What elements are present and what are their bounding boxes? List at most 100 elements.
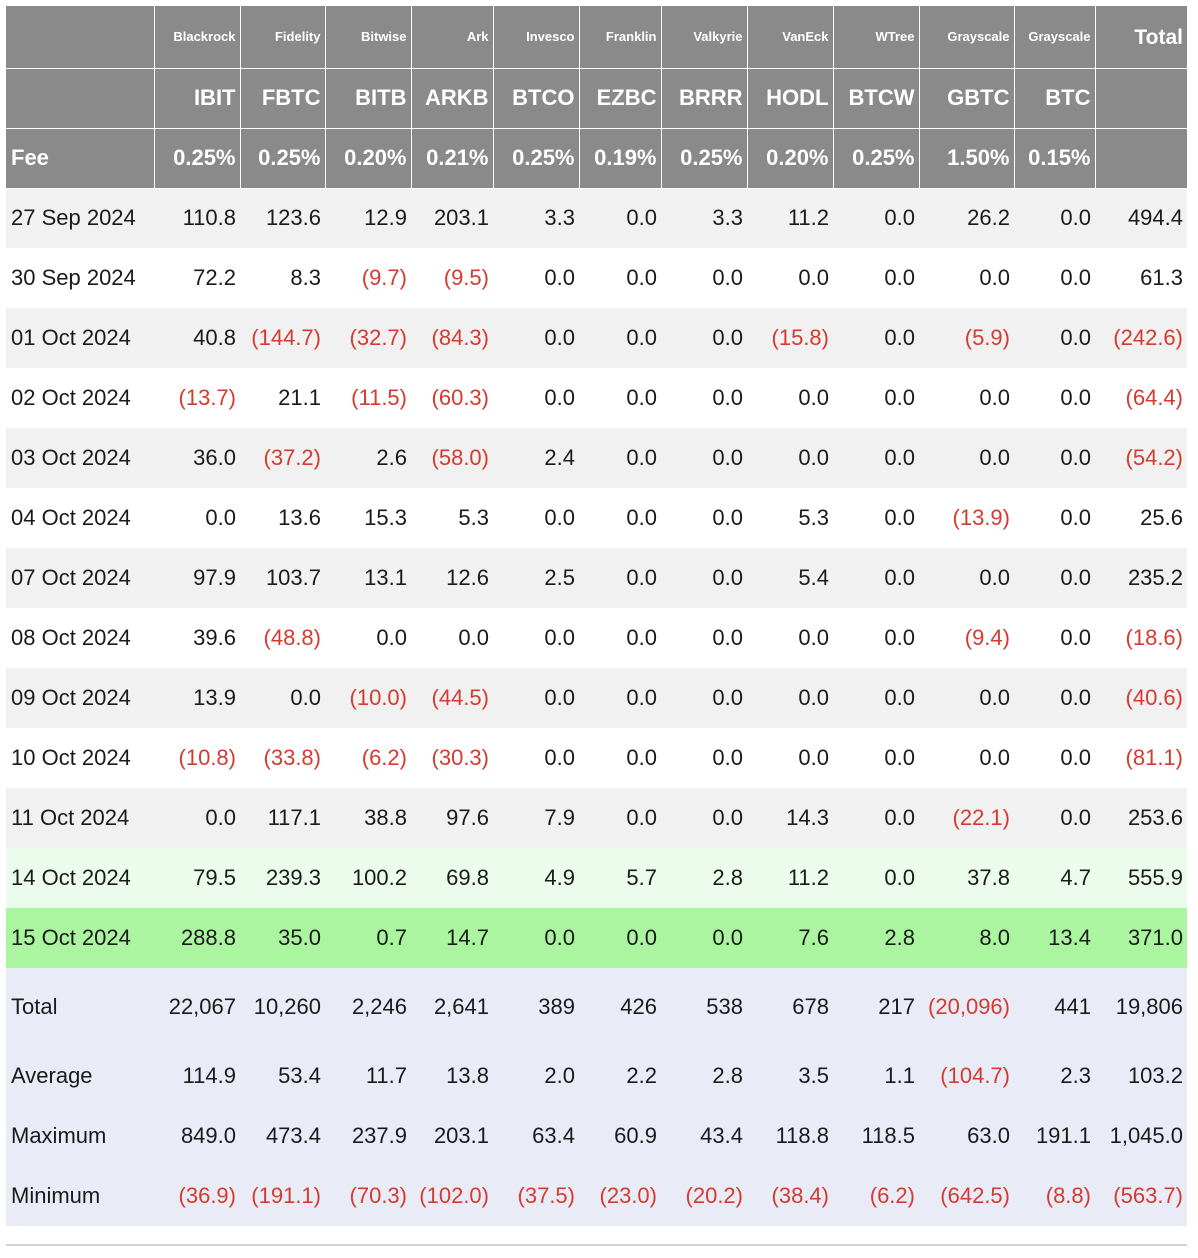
summary-cell: (20.2) bbox=[661, 1166, 747, 1226]
flow-cell: 7.9 bbox=[493, 788, 579, 848]
issuer-header: Blackrock bbox=[154, 6, 241, 69]
issuer-header: Franklin bbox=[579, 6, 662, 69]
flow-cell: (37.2) bbox=[240, 428, 325, 488]
flow-cell: (30.3) bbox=[411, 728, 493, 788]
flow-cell: 0.0 bbox=[325, 608, 411, 668]
flow-cell: 0.0 bbox=[1014, 788, 1095, 848]
row-total-cell: 371.0 bbox=[1095, 908, 1187, 968]
flow-cell: 0.0 bbox=[240, 668, 325, 728]
flow-cell: 72.2 bbox=[154, 248, 240, 308]
flow-cell: 288.8 bbox=[154, 908, 240, 968]
fee-label: Fee bbox=[6, 128, 155, 189]
flow-cell: 13.6 bbox=[240, 488, 325, 548]
summary-cell: 1.1 bbox=[833, 1046, 919, 1106]
issuer-header: Fidelity bbox=[240, 6, 326, 69]
flow-cell: 0.0 bbox=[747, 668, 833, 728]
flow-cell: 13.1 bbox=[325, 548, 411, 608]
summary-cell: 53.4 bbox=[240, 1046, 325, 1106]
flow-cell: 0.0 bbox=[493, 308, 579, 368]
summary-cell: 10,260 bbox=[240, 968, 325, 1046]
flow-cell: 0.0 bbox=[661, 608, 747, 668]
summary-cell: 60.9 bbox=[579, 1106, 661, 1166]
summary-cell: 2.8 bbox=[661, 1046, 747, 1106]
flow-cell: 0.0 bbox=[1014, 308, 1095, 368]
flow-cell: (58.0) bbox=[411, 428, 493, 488]
table-row: 04 Oct 2024 0.0 13.6 15.3 5.3 0.0 0.0 0.0 5.3 0.0… bbox=[6, 488, 1187, 548]
flow-cell: 2.8 bbox=[833, 908, 919, 968]
issuer-header: WTree bbox=[833, 6, 920, 69]
row-total-cell: 555.9 bbox=[1095, 848, 1187, 908]
flow-cell: 21.1 bbox=[240, 368, 325, 428]
ticker-header: ARKB bbox=[411, 68, 494, 129]
flow-cell: 0.0 bbox=[493, 668, 579, 728]
ticker-header: BITB bbox=[325, 68, 412, 129]
issuer-header: Ark bbox=[411, 6, 494, 69]
flow-cell: 239.3 bbox=[240, 848, 325, 908]
ticker-header: IBIT bbox=[154, 68, 241, 129]
flow-cell: 13.9 bbox=[154, 668, 240, 728]
flow-cell: 0.0 bbox=[579, 788, 661, 848]
empty-header-cell bbox=[1095, 128, 1187, 189]
ticker-header: BTCW bbox=[833, 68, 920, 129]
flow-cell: 0.0 bbox=[579, 188, 661, 248]
flow-cell: 8.0 bbox=[919, 908, 1014, 968]
flow-cell: 0.0 bbox=[1014, 428, 1095, 488]
fee-value: 1.50% bbox=[919, 128, 1015, 189]
flow-cell: 0.0 bbox=[1014, 248, 1095, 308]
flow-cell: 103.7 bbox=[240, 548, 325, 608]
summary-cell: 849.0 bbox=[154, 1106, 240, 1166]
flow-cell: 0.0 bbox=[661, 548, 747, 608]
summary-row: Average 114.9 53.4 11.7 13.8 2.0 2.2 2.8 3.5 1.1(… bbox=[6, 1046, 1187, 1106]
flow-cell: (6.2) bbox=[325, 728, 411, 788]
summary-total-cell: 103.2 bbox=[1095, 1046, 1187, 1106]
flow-cell: (33.8) bbox=[240, 728, 325, 788]
flow-cell: 0.0 bbox=[919, 248, 1014, 308]
flow-cell: (11.5) bbox=[325, 368, 411, 428]
table-row: 02 Oct 2024 (13.7) 21.1 (11.5) (60.3) 0.0 0.0 0… bbox=[6, 368, 1187, 428]
summary-cell: (6.2) bbox=[833, 1166, 919, 1226]
fee-value: 0.20% bbox=[747, 128, 834, 189]
flow-cell: 110.8 bbox=[154, 188, 240, 248]
summary-label: Average bbox=[6, 1046, 154, 1106]
flow-cell: 39.6 bbox=[154, 608, 240, 668]
row-total-cell: (64.4) bbox=[1095, 368, 1187, 428]
flow-cell: 5.4 bbox=[747, 548, 833, 608]
flow-cell: 4.7 bbox=[1014, 848, 1095, 908]
fee-value: 0.25% bbox=[661, 128, 748, 189]
table-row: 07 Oct 2024 97.9 103.7 13.1 12.6 2.5 0.0 0.0 5.4… bbox=[6, 548, 1187, 608]
row-total-cell: 494.4 bbox=[1095, 188, 1187, 248]
summary-cell: 63.4 bbox=[493, 1106, 579, 1166]
row-total-cell: 253.6 bbox=[1095, 788, 1187, 848]
flow-cell: 0.0 bbox=[579, 908, 661, 968]
flow-cell: 0.0 bbox=[579, 428, 661, 488]
flow-cell: (32.7) bbox=[325, 308, 411, 368]
row-total-cell: (18.6) bbox=[1095, 608, 1187, 668]
summary-cell: (102.0) bbox=[411, 1166, 493, 1226]
flow-cell: (5.9) bbox=[919, 308, 1014, 368]
flow-cell: 0.0 bbox=[493, 488, 579, 548]
summary-total-cell: (563.7) bbox=[1095, 1166, 1187, 1226]
fee-value: 0.19% bbox=[579, 128, 662, 189]
flow-cell: 3.3 bbox=[661, 188, 747, 248]
flow-cell: 12.6 bbox=[411, 548, 493, 608]
flow-cell: 36.0 bbox=[154, 428, 240, 488]
flow-cell: 5.3 bbox=[747, 488, 833, 548]
date-cell: 27 Sep 2024 bbox=[6, 188, 154, 248]
flow-cell: 0.0 bbox=[747, 608, 833, 668]
summary-cell: (36.9) bbox=[154, 1166, 240, 1226]
flow-cell: (144.7) bbox=[240, 308, 325, 368]
fee-value: 0.15% bbox=[1014, 128, 1096, 189]
flow-cell: 0.0 bbox=[1014, 728, 1095, 788]
fee-value: 0.25% bbox=[833, 128, 920, 189]
flow-cell: (10.0) bbox=[325, 668, 411, 728]
fee-header-row: Fee 0.25% 0.25% 0.20% 0.21% 0.25% 0.19% 0.25% 0.… bbox=[6, 128, 1187, 189]
flow-cell: (48.8) bbox=[240, 608, 325, 668]
flow-cell: (84.3) bbox=[411, 308, 493, 368]
ticker-header: FBTC bbox=[240, 68, 326, 129]
flow-cell: 0.0 bbox=[833, 368, 919, 428]
flow-cell: 100.2 bbox=[325, 848, 411, 908]
flow-cell: 0.0 bbox=[661, 488, 747, 548]
flow-cell: 117.1 bbox=[240, 788, 325, 848]
fee-value: 0.25% bbox=[154, 128, 241, 189]
flow-cell: (9.5) bbox=[411, 248, 493, 308]
